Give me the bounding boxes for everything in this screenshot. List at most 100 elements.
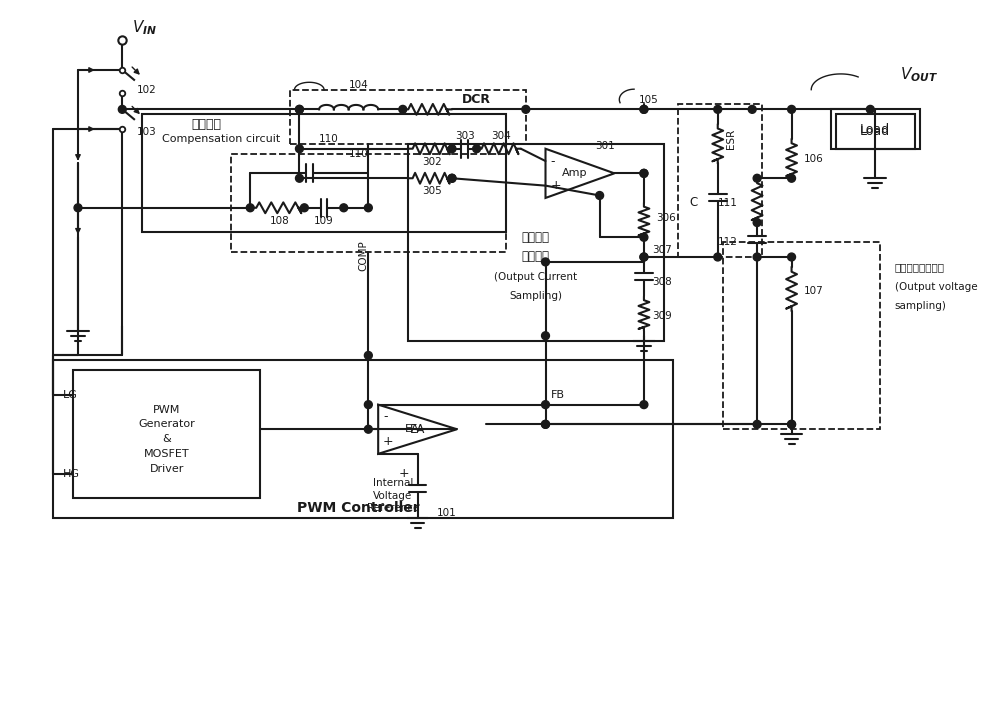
- Text: 305: 305: [422, 186, 442, 196]
- Text: 111: 111: [718, 198, 737, 208]
- Circle shape: [753, 253, 761, 261]
- Text: $V_{\mathregular{IN}}$: $V_{\mathregular{IN}}$: [132, 18, 157, 37]
- Text: 112: 112: [718, 237, 737, 247]
- Text: HG: HG: [63, 468, 80, 479]
- Text: 105: 105: [639, 95, 659, 104]
- Circle shape: [74, 204, 82, 212]
- Circle shape: [753, 175, 761, 182]
- Circle shape: [596, 191, 604, 199]
- Text: 109: 109: [314, 216, 334, 226]
- Text: C: C: [690, 196, 698, 210]
- Text: -: -: [550, 154, 555, 168]
- Text: 采样电路: 采样电路: [522, 250, 550, 264]
- Bar: [142, 114, 506, 233]
- Text: Generator: Generator: [138, 419, 195, 429]
- Circle shape: [364, 426, 372, 433]
- Text: Sampling): Sampling): [509, 292, 562, 301]
- Text: 104: 104: [349, 80, 368, 90]
- Circle shape: [542, 258, 549, 266]
- Bar: [831, 109, 920, 149]
- Text: 101: 101: [437, 508, 457, 518]
- Text: PWM Controller: PWM Controller: [297, 501, 420, 515]
- Text: EA: EA: [410, 423, 425, 436]
- Text: Internal: Internal: [373, 478, 413, 489]
- Text: Load: Load: [860, 123, 890, 135]
- Circle shape: [300, 204, 308, 212]
- Text: 110: 110: [319, 134, 339, 144]
- Circle shape: [118, 105, 126, 114]
- Text: sampling): sampling): [895, 301, 947, 311]
- Circle shape: [473, 145, 481, 153]
- Circle shape: [448, 175, 456, 182]
- Bar: [678, 104, 762, 257]
- Circle shape: [788, 253, 796, 261]
- Text: +: +: [383, 435, 394, 448]
- Circle shape: [640, 105, 648, 114]
- Text: 304: 304: [491, 131, 511, 141]
- Text: 补偿电路: 补偿电路: [191, 118, 221, 130]
- Text: 302: 302: [422, 156, 442, 167]
- Circle shape: [246, 204, 254, 212]
- Text: 306: 306: [656, 212, 675, 223]
- Text: +: +: [399, 467, 410, 480]
- Text: Load: Load: [860, 125, 890, 137]
- Text: 107: 107: [803, 287, 823, 297]
- Circle shape: [542, 421, 549, 428]
- Text: 110: 110: [349, 149, 368, 158]
- Circle shape: [640, 253, 648, 261]
- Circle shape: [866, 105, 874, 114]
- Circle shape: [753, 421, 761, 428]
- Text: 309: 309: [652, 311, 672, 321]
- Circle shape: [364, 204, 372, 212]
- Circle shape: [788, 105, 796, 114]
- Text: 106: 106: [803, 154, 823, 163]
- Circle shape: [522, 105, 530, 114]
- Circle shape: [296, 145, 303, 153]
- Text: 301: 301: [595, 141, 614, 151]
- Circle shape: [542, 421, 549, 428]
- Circle shape: [296, 105, 303, 114]
- Text: 103: 103: [137, 127, 157, 137]
- Circle shape: [640, 233, 648, 241]
- Text: Reference: Reference: [367, 503, 419, 513]
- Text: Driver: Driver: [149, 463, 184, 474]
- Text: PWM: PWM: [153, 404, 180, 414]
- Text: 303: 303: [455, 131, 475, 141]
- Bar: [290, 90, 526, 144]
- Text: MOSFET: MOSFET: [144, 449, 189, 459]
- Text: -: -: [383, 411, 388, 423]
- Text: LG: LG: [63, 390, 78, 400]
- Circle shape: [448, 145, 456, 153]
- Circle shape: [364, 351, 372, 360]
- Text: (Output voltage: (Output voltage: [895, 282, 978, 292]
- Text: DCR: DCR: [462, 93, 491, 106]
- Text: $V_{\mathregular{OUT}}$: $V_{\mathregular{OUT}}$: [900, 66, 938, 84]
- Text: 108: 108: [270, 216, 290, 226]
- Text: Amp: Amp: [562, 168, 588, 178]
- Text: 102: 102: [137, 85, 157, 95]
- Text: 307: 307: [652, 245, 672, 255]
- Bar: [73, 370, 260, 498]
- Circle shape: [399, 105, 407, 114]
- Circle shape: [296, 105, 303, 114]
- Circle shape: [340, 204, 348, 212]
- Circle shape: [640, 170, 648, 177]
- Circle shape: [753, 219, 761, 226]
- Text: COMP: COMP: [358, 240, 368, 271]
- Circle shape: [542, 401, 549, 409]
- Circle shape: [788, 421, 796, 428]
- Bar: [723, 243, 880, 429]
- Circle shape: [714, 253, 722, 261]
- Circle shape: [640, 105, 648, 114]
- Circle shape: [640, 170, 648, 177]
- Circle shape: [448, 175, 456, 182]
- Circle shape: [788, 175, 796, 182]
- Bar: [408, 144, 664, 341]
- Text: 308: 308: [652, 277, 672, 287]
- Circle shape: [640, 401, 648, 409]
- Circle shape: [748, 105, 756, 114]
- Text: 输出电压采样电路: 输出电压采样电路: [895, 262, 945, 272]
- Circle shape: [296, 175, 303, 182]
- Text: &: &: [162, 434, 171, 444]
- Text: +: +: [550, 179, 561, 192]
